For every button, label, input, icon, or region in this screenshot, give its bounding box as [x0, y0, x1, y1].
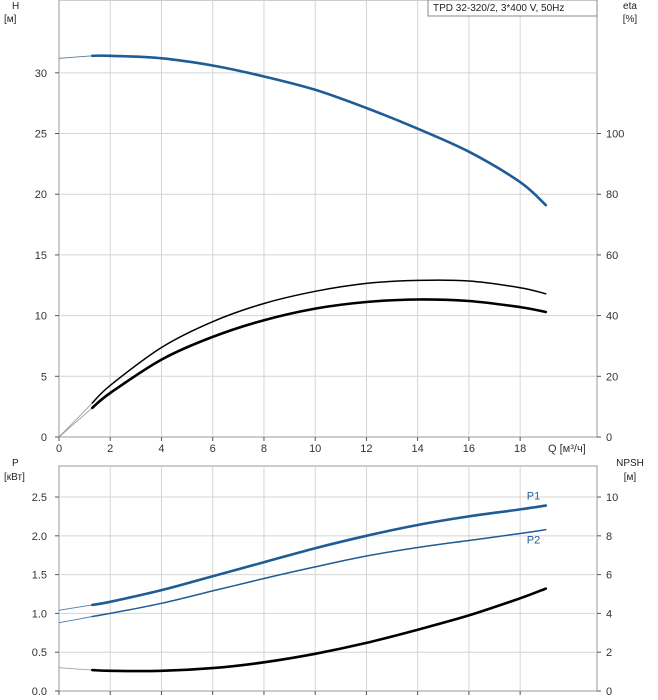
left-tick-label: 30	[35, 68, 47, 80]
x-tick-label: 18	[514, 443, 526, 455]
left-tick-label: 2.5	[32, 492, 47, 504]
x-tick-label: 2	[107, 443, 113, 455]
right-tick-label: 40	[606, 311, 618, 323]
right-tick-label: 6	[606, 570, 612, 582]
series-label-p2: P2	[527, 535, 540, 547]
left-tick-label: 1.5	[32, 570, 47, 582]
left-tick-label: 20	[35, 189, 47, 201]
curve-line	[91, 279, 547, 404]
curve-line	[91, 587, 548, 673]
right-tick-label: 10	[606, 492, 618, 504]
right-tick-label: 2	[606, 647, 612, 659]
x-tick-label: 6	[210, 443, 216, 455]
left-tick-label: 1.0	[32, 608, 47, 620]
series-extension-line	[58, 667, 93, 671]
right-axis-title: eta	[623, 1, 637, 12]
right-tick-label: 80	[606, 189, 618, 201]
left-axis-unit: [кВт]	[4, 472, 25, 483]
series-p2-line	[91, 528, 547, 618]
pump-label-box	[427, 0, 598, 17]
x-tick-label: 8	[261, 443, 267, 455]
right-axis-title: NPSH	[616, 458, 644, 469]
curve-line	[91, 54, 548, 207]
chart-panel-bottom: 0.0 0.5 1.0 1.5 2.0 2.5 0 2 4 6 8 10 P [кВт] NPSH [м] P1…	[4, 458, 644, 698]
plot-area	[58, 465, 598, 692]
right-tick-label: 4	[606, 608, 612, 620]
left-tick-label: 15	[35, 250, 47, 262]
left-tick-label: 10	[35, 311, 47, 323]
pump-label: TPD 32-320/2, 3*400 V, 50Hz	[433, 3, 564, 14]
x-tick-label: 0	[56, 443, 62, 455]
curve-line	[91, 298, 548, 410]
left-tick-label: 0.0	[32, 686, 47, 698]
x-tick-label: 10	[309, 443, 321, 455]
series-extension-line	[58, 55, 93, 59]
right-tick-label: 100	[606, 129, 624, 141]
x-tick-label: 14	[412, 443, 424, 455]
x-axis-label: Q [м³/ч]	[548, 443, 586, 455]
series-extension-line	[58, 604, 93, 611]
chart-panel-top: 0 2 4 6 8 10 12 14 16 18 Q [м³/ч] 0 5 10 15 20 25 30 0 20 40…	[4, 0, 637, 455]
left-axis-title: P	[12, 458, 19, 469]
x-tick-label: 4	[158, 443, 164, 455]
left-axis-unit: [м]	[4, 14, 17, 25]
left-tick-label: 2.0	[32, 531, 47, 543]
left-axis-title: H	[12, 1, 19, 12]
series-p1-line	[91, 504, 548, 607]
left-tick-label: 0.5	[32, 647, 47, 659]
left-tick-label: 25	[35, 129, 47, 141]
x-tick-label: 12	[360, 443, 372, 455]
series-label-p1: P1	[527, 491, 540, 503]
right-axis-unit: [%]	[623, 14, 638, 25]
right-tick-label: 60	[606, 250, 618, 262]
left-tick-label: 5	[41, 371, 47, 383]
left-tick-label: 0	[41, 432, 47, 444]
right-tick-label: 8	[606, 531, 612, 543]
right-axis-unit: [м]	[624, 472, 637, 483]
x-tick-label: 16	[463, 443, 475, 455]
series-extension-line	[58, 407, 93, 438]
right-tick-label: 0	[606, 686, 612, 698]
right-tick-label: 20	[606, 371, 618, 383]
series-extension-line	[58, 616, 93, 624]
right-tick-label: 0	[606, 432, 612, 444]
